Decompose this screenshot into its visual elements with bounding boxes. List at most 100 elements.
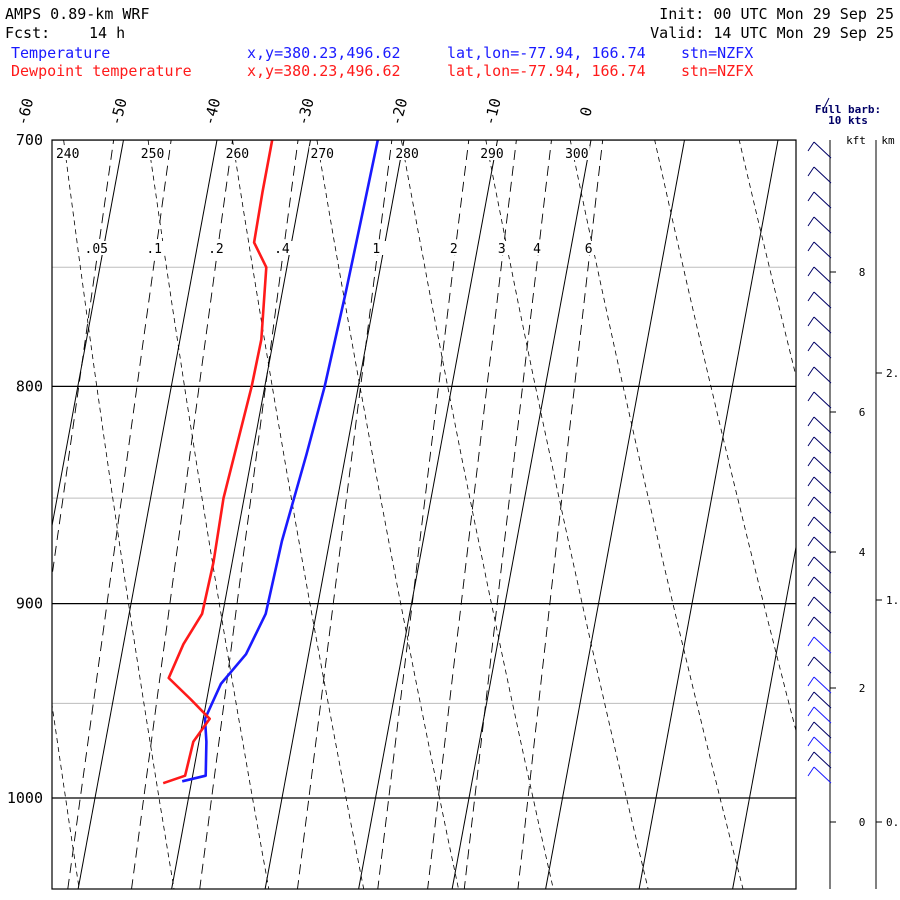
wind-barb: [807, 596, 832, 614]
isotherm-line: [52, 140, 124, 529]
mixing-ratio-line: [427, 140, 517, 889]
wind-barb: [807, 436, 832, 454]
dry-adiabat: [400, 140, 554, 889]
wind-barb: [807, 496, 832, 514]
temperature-xy: x,y=380.23,496.62: [247, 44, 401, 62]
wind-barb: [807, 766, 832, 784]
km-axis-label: km: [881, 134, 895, 147]
wind-barb: [807, 676, 832, 694]
dry-adiabat-label-bg: [224, 146, 251, 160]
pressure-tick-label: 800: [16, 377, 43, 395]
mixing-ratio-label: 1: [372, 242, 380, 257]
dry-adiabat: [654, 140, 796, 733]
dry-adiabat-label-bg: [478, 146, 505, 160]
wind-barb: [807, 166, 832, 184]
legend-dewpoint: Dewpoint temperature: [11, 62, 192, 80]
isotherm-line: [77, 140, 218, 889]
wind-barb: [807, 141, 832, 159]
dry-adiabat-label: 300: [565, 147, 588, 162]
dewpoint-latlon: lat,lon=-77.94, 166.74: [447, 62, 646, 80]
dewpoint-xy: x,y=380.23,496.62: [247, 62, 401, 80]
wind-barb: [807, 366, 832, 384]
temperature-tick-label: -40: [200, 96, 224, 127]
dry-adiabat: [811, 87, 900, 900]
wind-barb: [807, 316, 832, 334]
kft-axis-label: kft: [846, 134, 866, 147]
mixing-ratio-label-bg: [525, 241, 550, 255]
mixing-ratio-label-bg: [142, 241, 167, 255]
pressure-tick-label: 900: [16, 595, 43, 613]
dry-adiabat: [232, 140, 365, 889]
wind-barb: [807, 516, 832, 534]
mixing-ratio-label-bg: [203, 241, 228, 255]
dry-adiabat-label: 250: [141, 147, 164, 162]
dry-adiabat: [316, 140, 459, 889]
wind-barb: [807, 751, 832, 769]
km-tick-label: 1.: [886, 594, 899, 607]
mixing-ratio-label: 4: [533, 242, 541, 257]
fcst-label: Fcst:: [5, 24, 51, 42]
wind-barb: [807, 656, 832, 674]
km-tick-label: 2.: [886, 367, 899, 380]
mixing-ratio-label: 2: [450, 242, 458, 257]
wind-barb: [807, 691, 832, 709]
pressure-tick-label: 1000: [7, 789, 43, 807]
temperature-tick-label: -30: [293, 96, 317, 127]
init-time: Init: 00 UTC Mon 29 Sep 25: [659, 5, 894, 23]
mixing-ratio-line: [67, 140, 172, 889]
wind-barb: [807, 291, 832, 309]
mixing-ratio-line: [297, 140, 393, 889]
isotherm-line: [358, 140, 498, 889]
kft-tick-label: 4: [859, 546, 866, 559]
valid-time: Valid: 14 UTC Mon 29 Sep 25: [650, 24, 894, 42]
mixing-ratio-line: [131, 140, 234, 889]
dry-adiabat-label: 270: [311, 147, 334, 162]
mixing-ratio-line: [52, 140, 115, 580]
mixing-ratio-label: .2: [208, 242, 224, 257]
dry-adiabat: [569, 140, 744, 889]
isotherm-line: [451, 140, 592, 889]
dry-adiabat: [63, 140, 175, 889]
mixing-ratio-line: [517, 140, 604, 889]
dry-adiabat-label-bg: [563, 146, 590, 160]
isotherm-line: [264, 140, 405, 889]
dry-adiabat-label: 290: [480, 147, 503, 162]
mixing-ratio-label-bg: [441, 241, 466, 255]
wind-barb: [807, 736, 832, 754]
wind-key-barb: [822, 97, 830, 111]
dry-adiabat-label-bg: [54, 146, 81, 160]
mixing-ratio-label-bg: [576, 241, 601, 255]
wind-barb: [807, 536, 832, 554]
mixing-ratio-label: .05: [85, 242, 108, 257]
mixing-ratio-label: 6: [585, 242, 593, 257]
mixing-ratio-label-bg: [489, 241, 514, 255]
temperature-tick-label: 0: [576, 105, 596, 118]
wind-barb: [807, 706, 832, 724]
mixing-ratio-line: [199, 140, 299, 889]
kft-tick-label: 6: [859, 406, 866, 419]
wind-barb: [807, 391, 832, 409]
dry-adiabat: [52, 701, 80, 889]
fcst-value: 14 h: [89, 24, 126, 42]
isotherm-line: [826, 140, 900, 889]
km-tick-label: 0.: [886, 816, 899, 829]
isotherm-line: [545, 140, 685, 889]
dry-adiabat-label: 260: [226, 147, 249, 162]
wind-barb: [807, 341, 832, 359]
mixing-ratio-label: .1: [146, 242, 162, 257]
kft-tick-label: 2: [859, 682, 866, 695]
mixing-ratio-label: 3: [498, 242, 506, 257]
wind-barb: [807, 576, 832, 594]
mixing-ratio-line: [463, 140, 552, 889]
mixing-ratio-label-bg: [269, 241, 294, 255]
isotherm-line: [0, 140, 30, 889]
isotherm-line: [732, 544, 796, 889]
temperature-tick-label: -10: [480, 96, 504, 127]
dewpoint-station: stn=NZFX: [681, 62, 754, 80]
isotherm-line: [171, 140, 311, 889]
legend-temperature: Temperature: [11, 44, 111, 62]
dry-adiabat-label-bg: [139, 146, 166, 160]
mixing-ratio-line: [377, 140, 470, 889]
pressure-tick-label: 700: [16, 131, 43, 149]
